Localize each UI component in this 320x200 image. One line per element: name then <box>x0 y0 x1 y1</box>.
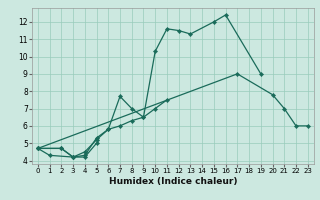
X-axis label: Humidex (Indice chaleur): Humidex (Indice chaleur) <box>108 177 237 186</box>
